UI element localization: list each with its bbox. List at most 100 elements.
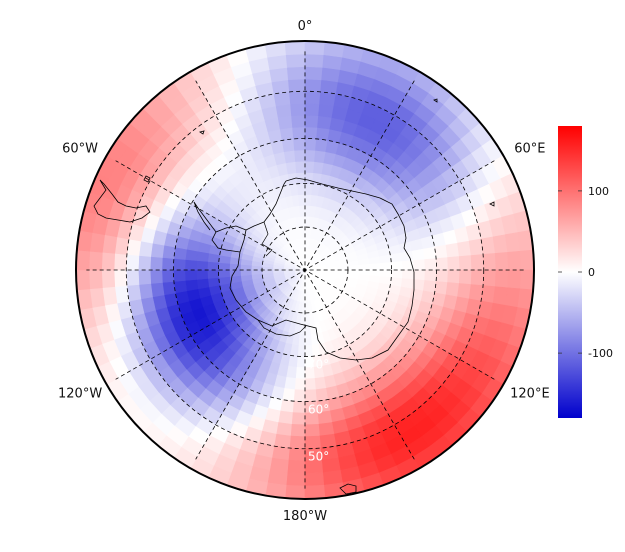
field-cell [304,90,321,105]
field-cell [184,269,197,281]
field-cell [292,400,306,414]
field-cell [261,269,274,275]
new-zealand-coast [339,483,357,495]
field-cell [108,88,135,115]
field-cell [447,256,461,271]
field-cell [300,226,306,239]
field-cell [458,269,473,285]
field-cell [304,160,315,173]
south-america-coast [93,179,151,223]
longitude-label: 180°W [283,509,327,524]
field-cell [297,183,306,196]
field-cell [291,412,306,426]
longitude-label: 60°W [62,142,98,157]
field-cell [490,408,515,435]
field-cell [157,467,185,492]
field-cell [295,367,306,380]
latitude-label: 70° [308,358,329,372]
field-cell [304,138,317,151]
field-cell [320,79,339,95]
field-cell [443,60,470,85]
field-cell [88,250,103,271]
colorbar-ticks: 100 0 -100 [558,185,613,360]
field-cell [336,265,349,271]
field-cell [390,269,403,279]
field-cell [304,183,313,196]
field-cell [284,41,306,56]
field-cell [304,472,325,487]
field-cell [390,261,403,271]
field-cell [250,269,263,276]
field-cell [196,41,223,51]
longitude-label: 0° [298,19,313,34]
field-cell [315,388,329,402]
field-cell [304,126,318,140]
field-cell [316,127,331,141]
field-cell [101,269,116,289]
field-cell [406,41,434,61]
field-cell [298,194,306,206]
field-cell [149,256,163,271]
field-cell [279,399,294,413]
field-cell [314,376,327,391]
field-cell [402,269,415,280]
field-cell [425,467,453,492]
field-cell [283,149,296,164]
field-cell [304,301,310,314]
field-cell [304,378,316,391]
field-cell [460,73,487,100]
field-cell [490,105,515,132]
field-cell [347,264,360,271]
field-cell [411,248,426,261]
field-cell [162,244,176,259]
field-cell [150,242,165,258]
field-cell [423,246,437,260]
field-cell [367,497,393,499]
field-cell [304,389,317,402]
field-cell [295,160,306,173]
latitude-labels: 70° 60° 50° [308,358,329,464]
peninsula-coast [245,180,287,231]
field-cell [261,509,284,525]
field-cell [196,278,210,290]
field-cell [76,161,86,188]
latitude-label: 50° [308,450,329,464]
antarctic-peninsula [193,201,217,233]
field-cell [207,277,221,288]
field-cell [532,332,534,358]
field-cell [76,269,91,291]
field-cell [413,259,426,271]
field-cell [293,389,306,402]
ronne-ice-shelf-edge [261,221,273,257]
field-cell [304,66,324,81]
colorbar-tick-label: 0 [588,266,595,279]
field-cell [425,48,453,73]
field-cell [475,88,502,115]
field-cell [317,115,333,130]
field-cell [482,253,497,271]
field-cell [184,279,199,292]
kerguelen-island [489,201,495,207]
field-cell [468,238,484,256]
field-cell [273,433,291,449]
field-cell [458,255,473,271]
field-cell [480,285,496,304]
field-cell [138,283,153,300]
field-cell [161,257,175,271]
field-cell [288,78,306,93]
field-cell [304,41,326,56]
field-cell [290,423,306,438]
field-cell [261,15,284,31]
field-cell [294,378,306,391]
field-cell [292,126,306,140]
field-cell [424,258,437,271]
field-cell [304,149,316,162]
field-cell [114,236,130,255]
field-cell [273,91,291,107]
field-cell [207,269,220,279]
field-cell [318,103,335,118]
field-cell [137,269,152,285]
field-cell [507,269,522,290]
field-cell [304,114,319,128]
south-sandwich-island [199,130,205,135]
